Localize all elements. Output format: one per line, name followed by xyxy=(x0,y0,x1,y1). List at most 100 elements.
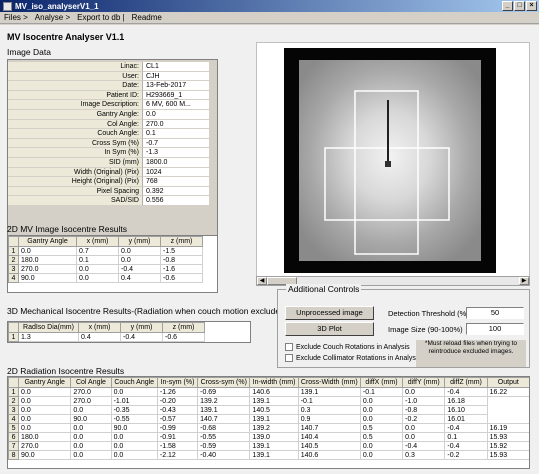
image-data-value[interactable]: 0.556 xyxy=(143,196,209,206)
column-header[interactable]: diffZ (mm) xyxy=(444,377,488,388)
table-cell[interactable]: -0.69 xyxy=(197,387,251,397)
table-cell[interactable]: 0.0 xyxy=(118,255,161,265)
table-cell[interactable]: 0.0 xyxy=(118,246,161,256)
table-row[interactable]: 3 270.0 0.0 -0.4 -1.6 xyxy=(8,264,203,274)
table-cell[interactable]: 0.0 xyxy=(70,450,112,460)
table-cell[interactable]: 180.0 xyxy=(18,432,72,442)
menu-export-to-db[interactable]: Export to db | xyxy=(77,13,125,22)
table-cell[interactable]: 0.0 xyxy=(18,423,72,433)
table-cell[interactable]: 90.0 xyxy=(18,450,72,460)
column-header[interactable]: In-sym (%) xyxy=(156,377,199,388)
menu-analyse[interactable]: Analyse > xyxy=(34,13,71,22)
table-cell[interactable]: 16.01 xyxy=(444,414,488,424)
table-cell[interactable]: 0.0 xyxy=(359,450,404,460)
table-cell[interactable]: 90.0 xyxy=(70,414,112,424)
column-header[interactable]: x (mm) xyxy=(78,322,121,333)
table-cell[interactable]: -1.0 xyxy=(402,396,446,406)
table-cell[interactable]: 0.0 xyxy=(402,432,446,442)
table-row[interactable]: 1 0.0 0.7 0.0 -1.5 xyxy=(8,246,203,256)
table-cell[interactable]: -0.4 xyxy=(444,387,488,397)
table-cell[interactable]: 0.0 xyxy=(70,405,112,415)
table-cell[interactable]: 139.1 xyxy=(197,405,251,415)
table-cell[interactable]: 90.0 xyxy=(110,423,158,433)
table-cell[interactable]: 0.3 xyxy=(297,405,361,415)
table-cell[interactable]: 0.4 xyxy=(118,273,161,283)
table-row[interactable]: 4 0.0 90.0 -0.55 -0.57 140.7 139.1 0.9 0.0 -0.2 16… xyxy=(8,414,530,424)
table-cell[interactable]: -1.01 xyxy=(110,396,158,406)
table-cell[interactable]: 16.19 xyxy=(486,423,529,433)
table-cell[interactable]: -0.1 xyxy=(297,396,361,406)
scroll-thumb[interactable] xyxy=(267,277,297,285)
table-cell[interactable]: 15.93 xyxy=(486,432,529,442)
image-data-value[interactable]: H293669_1 xyxy=(143,90,209,101)
column-header[interactable]: Gantry Angle xyxy=(18,377,72,388)
table-cell[interactable]: 139.2 xyxy=(197,396,251,406)
table-cell[interactable]: 0.9 xyxy=(297,414,361,424)
table-cell[interactable]: -0.55 xyxy=(197,432,251,442)
table-cell[interactable]: 0.4 xyxy=(78,332,121,342)
table-cell[interactable]: 0.3 xyxy=(402,450,446,460)
table-cell[interactable]: 15.93 xyxy=(486,450,529,460)
table-cell[interactable]: 140.7 xyxy=(197,414,251,424)
table-row[interactable]: 6 180.0 0.0 0.0 -0.91 -0.55 139.0 140.4 0.5 0.0 0.… xyxy=(8,432,529,442)
table-cell[interactable]: 0.0 xyxy=(18,414,72,424)
image-data-value[interactable]: -0.7 xyxy=(143,138,209,149)
table-cell[interactable]: -0.4 xyxy=(444,441,488,451)
image-display-panel[interactable] xyxy=(256,42,530,278)
image-data-value[interactable]: 0.1 xyxy=(143,129,209,139)
table-cell[interactable]: 139.1 xyxy=(297,387,361,397)
column-header[interactable]: Col Angle xyxy=(70,377,112,388)
table-cell[interactable]: -1.5 xyxy=(160,246,203,256)
table-cell[interactable]: 140.5 xyxy=(297,441,361,451)
table-cell[interactable]: 0.0 xyxy=(110,441,158,451)
table-cell[interactable]: -0.68 xyxy=(197,423,251,433)
table-cell[interactable]: -0.6 xyxy=(160,273,203,283)
column-header[interactable]: z (mm) xyxy=(160,236,203,247)
checkbox-icon[interactable] xyxy=(285,343,293,351)
column-header[interactable]: Cross-Width (mm) xyxy=(297,377,361,388)
table-cell[interactable]: -0.40 xyxy=(197,450,251,460)
exclude-couch-checkbox[interactable]: Exclude Couch Rotations in Analysis xyxy=(285,343,410,351)
table-cell[interactable]: -0.4 xyxy=(118,264,161,274)
image-data-value[interactable]: 0.392 xyxy=(143,186,209,197)
scroll-right-icon[interactable]: ▶ xyxy=(519,277,529,285)
image-data-value[interactable]: CJH xyxy=(143,71,209,82)
column-header[interactable]: x (mm) xyxy=(76,236,119,247)
table-cell[interactable]: 270.0 xyxy=(70,387,112,397)
table-cell[interactable]: 0.0 xyxy=(402,423,446,433)
table-cell[interactable]: -1.58 xyxy=(156,441,199,451)
table-cell[interactable]: 139.1 xyxy=(249,414,299,424)
table-row[interactable]: 1 1.3 0.4 -0.4 -0.6 xyxy=(8,332,205,342)
table-cell[interactable]: 139.0 xyxy=(249,432,299,442)
table-cell[interactable]: 16.22 xyxy=(486,387,529,397)
exclude-collimator-checkbox[interactable]: Exclude Collimator Rotations in Analysis xyxy=(285,354,421,362)
table-cell[interactable]: 0.0 xyxy=(359,396,404,406)
table-cell[interactable]: 0.0 xyxy=(18,405,72,415)
column-header[interactable]: RadIso Dia(mm) xyxy=(18,322,79,333)
table-cell[interactable]: 0.0 xyxy=(18,387,72,397)
scroll-left-icon[interactable]: ◀ xyxy=(257,277,267,285)
close-button[interactable]: × xyxy=(526,1,537,11)
table-cell[interactable]: 140.4 xyxy=(297,432,361,442)
table-cell[interactable]: -0.35 xyxy=(110,405,158,415)
table-cell[interactable]: 0.0 xyxy=(359,405,404,415)
threshold-input[interactable]: 50 xyxy=(466,307,524,319)
table-cell[interactable]: 0.0 xyxy=(76,273,119,283)
table-row[interactable]: 4 90.0 0.0 0.4 -0.6 xyxy=(8,273,203,283)
image-data-value[interactable]: CL1 xyxy=(143,62,209,72)
image-data-value[interactable]: 1800.0 xyxy=(143,157,209,168)
table-cell[interactable]: 16.10 xyxy=(444,405,488,415)
image-data-value[interactable]: 270.0 xyxy=(143,119,209,130)
table-cell[interactable]: 0.0 xyxy=(359,441,404,451)
table-cell[interactable]: 0.1 xyxy=(444,432,488,442)
table-cell[interactable]: 0.0 xyxy=(110,432,158,442)
table-row[interactable]: 7 270.0 0.0 0.0 -1.58 -0.59 139.1 140.5 0.0 -0.4-… xyxy=(8,441,529,451)
table-cell[interactable]: 0.0 xyxy=(76,264,119,274)
table-cell[interactable]: -1.26 xyxy=(156,387,199,397)
column-header[interactable]: y (mm) xyxy=(120,322,163,333)
column-header[interactable]: diffX (mm) xyxy=(359,377,404,388)
table-cell[interactable]: 0.5 xyxy=(359,432,404,442)
table-cell[interactable]: 140.6 xyxy=(297,450,361,460)
table-cell[interactable]: -0.59 xyxy=(197,441,251,451)
unprocessed-image-button[interactable]: Unprocessed image xyxy=(285,306,374,320)
